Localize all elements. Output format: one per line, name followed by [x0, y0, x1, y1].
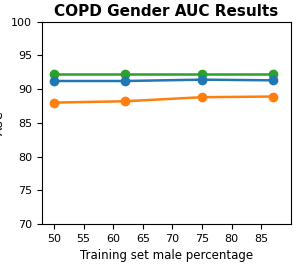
green_line	[52, 72, 56, 75]
Line: orange_line: orange_line	[50, 92, 278, 107]
green_line	[272, 72, 275, 75]
orange_line	[200, 96, 204, 99]
Y-axis label: AUC: AUC	[0, 110, 6, 135]
green_line	[123, 72, 127, 75]
orange_line	[272, 95, 275, 98]
orange_line	[52, 101, 56, 104]
Title: COPD Gender AUC Results: COPD Gender AUC Results	[54, 4, 279, 19]
blue_line	[52, 79, 56, 83]
green_line	[200, 72, 204, 75]
blue_line	[123, 79, 127, 83]
X-axis label: Training set male percentage: Training set male percentage	[80, 249, 253, 262]
blue_line	[272, 79, 275, 82]
blue_line	[200, 78, 204, 81]
Line: green_line: green_line	[50, 69, 278, 78]
Line: blue_line: blue_line	[50, 76, 278, 85]
orange_line	[123, 100, 127, 103]
